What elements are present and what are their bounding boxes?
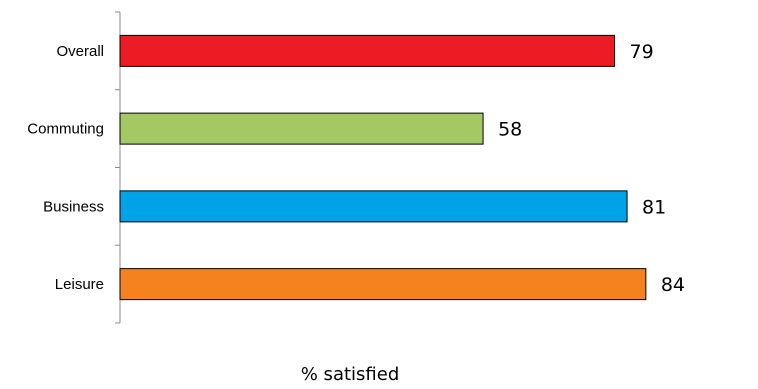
bar-layer — [119, 34, 647, 301]
category-label: Overall — [56, 43, 104, 60]
bar-business — [119, 190, 628, 223]
bar-overall — [119, 34, 616, 67]
x-axis-label: % satisfied — [301, 364, 400, 384]
category-label: Leisure — [55, 276, 104, 293]
value-label: 84 — [661, 274, 685, 296]
value-label: 79 — [630, 41, 654, 63]
bar-leisure — [119, 268, 647, 301]
category-label: Commuting — [27, 121, 104, 138]
category-label: Business — [43, 198, 104, 215]
bar-commuting — [119, 112, 484, 145]
axis-layer — [115, 11, 121, 324]
label-layer: Overall 79 Commuting 58 Business 81 Leisure 84 — [27, 41, 685, 296]
value-label: 58 — [498, 119, 522, 141]
value-label: 81 — [642, 196, 666, 218]
